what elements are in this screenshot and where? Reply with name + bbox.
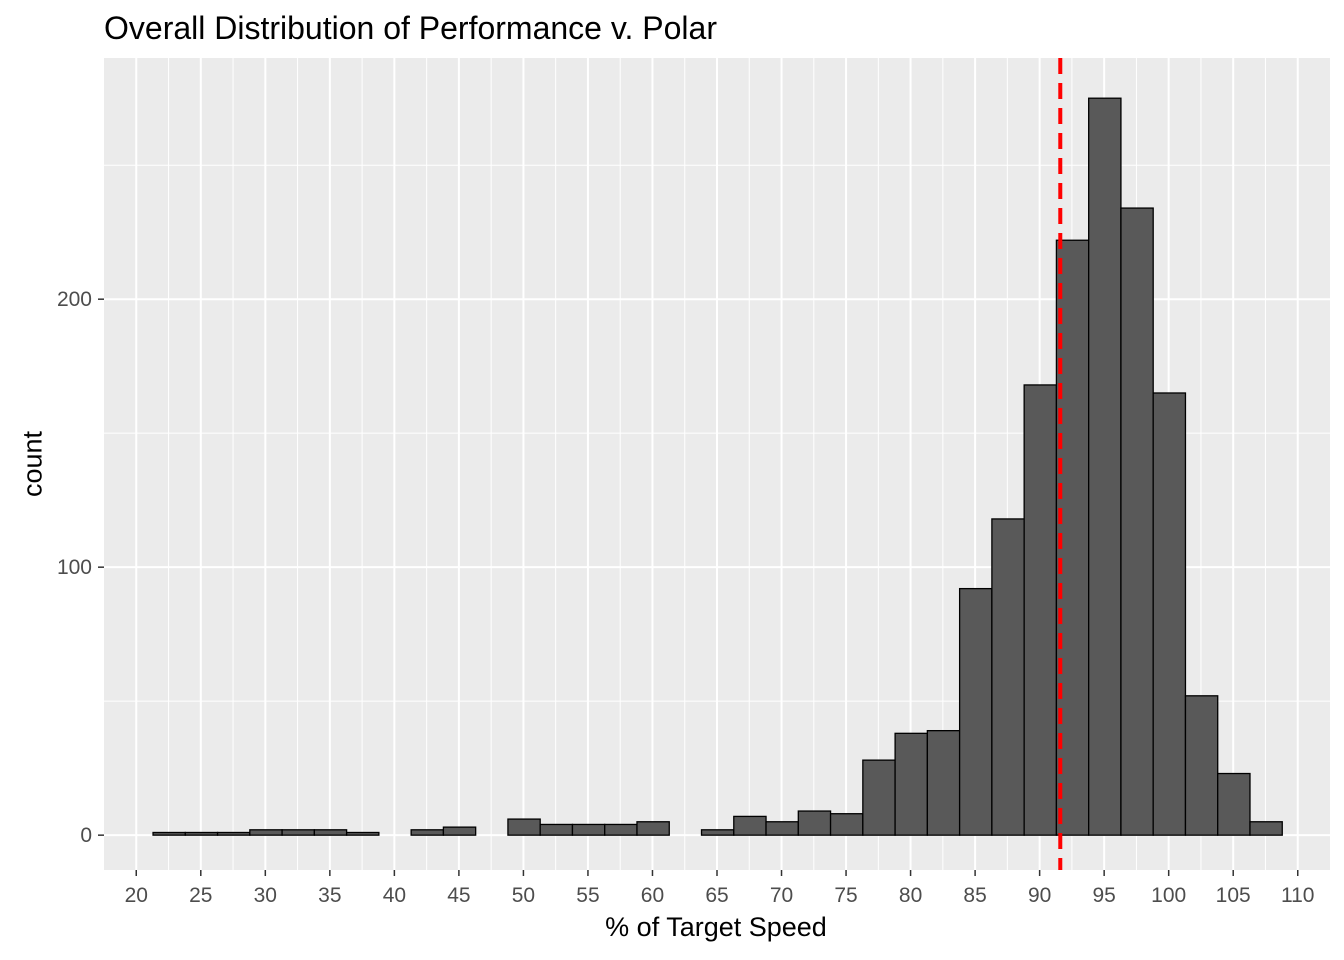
y-tick-label: 200 xyxy=(57,288,92,311)
histogram-bar xyxy=(797,810,832,836)
histogram-bar xyxy=(894,732,929,836)
x-tick-label: 80 xyxy=(899,884,922,907)
x-tick-label: 55 xyxy=(576,884,599,907)
y-tick-label: 100 xyxy=(57,556,92,579)
histogram-bar xyxy=(507,818,541,836)
x-tick-label: 45 xyxy=(447,884,470,907)
histogram-bar xyxy=(1120,207,1154,836)
histogram-bar xyxy=(1249,821,1283,836)
histogram-bar xyxy=(700,829,735,836)
x-tick-label: 65 xyxy=(705,884,728,907)
x-tick-label: 40 xyxy=(383,884,406,907)
x-tick-label: 30 xyxy=(254,884,277,907)
histogram-bar xyxy=(152,831,186,836)
histogram-bar xyxy=(862,759,896,836)
x-tick-label: 90 xyxy=(1028,884,1051,907)
x-tick-label: 100 xyxy=(1151,884,1186,907)
x-tick-label: 95 xyxy=(1092,884,1115,907)
x-tick-label: 110 xyxy=(1281,884,1314,907)
x-tick-label: 35 xyxy=(318,884,341,907)
y-tick-label: 0 xyxy=(80,824,92,847)
histogram-bar xyxy=(216,831,251,836)
histogram-bar xyxy=(1184,695,1219,836)
y-axis-label: count xyxy=(17,430,48,498)
histogram-bar xyxy=(733,815,767,836)
histogram-bar xyxy=(1217,772,1251,836)
histogram-bar xyxy=(604,823,638,836)
histogram-bar xyxy=(313,829,348,836)
histogram-bar xyxy=(410,829,445,836)
histogram-bar xyxy=(829,813,864,836)
x-tick-label: 75 xyxy=(834,884,857,907)
x-tick-label: 105 xyxy=(1216,884,1251,907)
histogram-bar xyxy=(442,826,477,836)
x-tick-label: 85 xyxy=(963,884,986,907)
x-tick-label: 25 xyxy=(189,884,212,907)
x-tick-label: 50 xyxy=(512,884,535,907)
histogram-bar xyxy=(1152,392,1187,836)
histogram-bar xyxy=(184,831,219,836)
histogram-bar xyxy=(926,729,961,836)
histogram-bar xyxy=(249,829,283,836)
histogram-bar xyxy=(991,518,1025,836)
chart-title: Overall Distribution of Performance v. P… xyxy=(104,10,717,46)
x-tick-label: 60 xyxy=(641,884,664,907)
histogram-bar xyxy=(1023,384,1058,836)
histogram-bar xyxy=(958,587,993,836)
histogram-bar xyxy=(571,823,606,836)
histogram-bar xyxy=(636,821,670,836)
x-tick-label: 70 xyxy=(770,884,793,907)
histogram-bar xyxy=(539,823,574,836)
histogram-bar xyxy=(1088,97,1122,836)
x-axis-label: % of Target Speed xyxy=(605,912,827,942)
x-tick-label: 20 xyxy=(125,884,148,907)
histogram-bar xyxy=(281,829,316,836)
histogram-bar xyxy=(765,821,799,836)
histogram-bar xyxy=(345,831,380,836)
